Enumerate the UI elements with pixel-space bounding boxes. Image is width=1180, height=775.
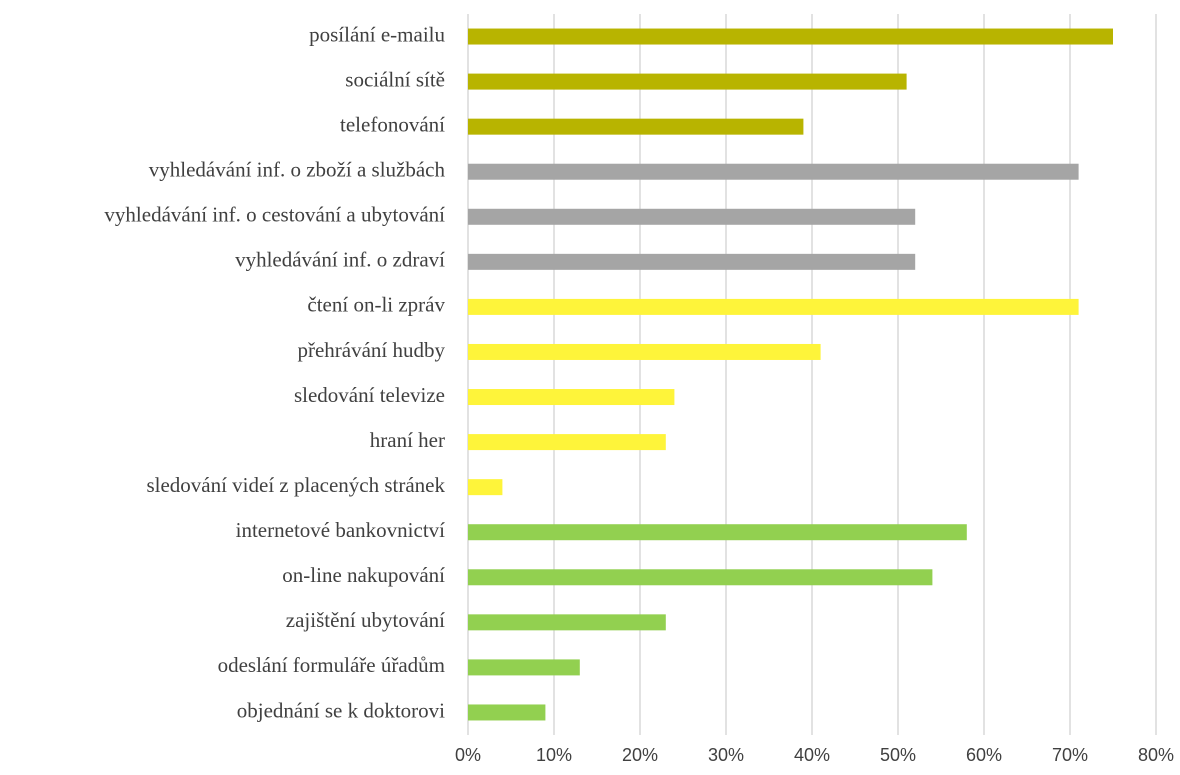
y-tick-label: čtení on-li zpráv (307, 293, 445, 317)
y-tick-label: sledování televize (294, 383, 445, 407)
bar (468, 524, 967, 541)
bar (468, 73, 907, 90)
y-tick-label: objednání se k doktorovi (237, 698, 445, 722)
y-tick-label: telefonování (340, 112, 445, 136)
bar (468, 28, 1113, 45)
x-tick-label: 50% (880, 745, 916, 765)
y-tick-label: sociální sítě (345, 67, 445, 91)
x-tick-label: 10% (536, 745, 572, 765)
bar (468, 298, 1079, 315)
x-tick-label: 80% (1138, 745, 1174, 765)
y-tick-label: zajištění ubytování (286, 608, 445, 632)
bar (468, 163, 1079, 180)
y-tick-label: přehrávání hudby (297, 338, 445, 362)
bar (468, 479, 503, 496)
bar (468, 208, 916, 225)
y-tick-label: on-line nakupování (282, 563, 445, 587)
x-tick-label: 30% (708, 745, 744, 765)
x-tick-label: 40% (794, 745, 830, 765)
x-tick-label: 20% (622, 745, 658, 765)
bar (468, 253, 916, 270)
bar (468, 659, 580, 676)
y-tick-label: sledování videí z placených stránek (146, 473, 445, 497)
bar (468, 614, 666, 631)
bar (468, 704, 546, 721)
y-tick-label: vyhledávání inf. o zboží a službách (149, 158, 446, 182)
y-tick-label: posílání e-mailu (309, 22, 445, 46)
y-tick-label: vyhledávání inf. o cestování a ubytování (104, 203, 445, 227)
y-tick-label: vyhledávání inf. o zdraví (235, 248, 445, 272)
bar (468, 343, 821, 360)
y-tick-label: odeslání formuláře úřadům (218, 653, 445, 677)
bar (468, 569, 933, 586)
x-tick-label: 60% (966, 745, 1002, 765)
bar (468, 389, 675, 406)
x-tick-label: 0% (455, 745, 481, 765)
bar (468, 118, 804, 135)
y-tick-label: internetové bankovnictví (236, 518, 446, 542)
x-tick-label: 70% (1052, 745, 1088, 765)
bar (468, 434, 666, 451)
y-tick-label: hraní her (370, 428, 445, 452)
